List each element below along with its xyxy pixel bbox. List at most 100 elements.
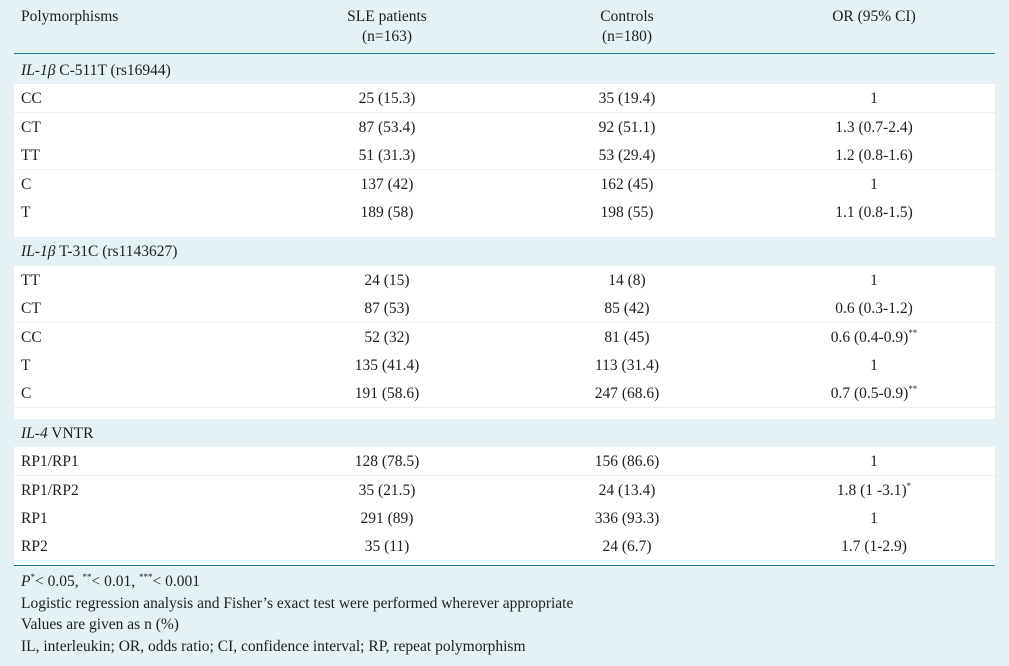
- cell-controls-value: 92 (51.1): [598, 118, 656, 136]
- cell-controls-value: 198 (55): [600, 204, 654, 221]
- cell-controls-value: 35 (19.4): [598, 90, 656, 108]
- table-row: CC 52 (32) 81 (45) 0.6 (0.4-0.9)**: [14, 322, 995, 351]
- gene-name: IL-1β: [21, 62, 56, 79]
- cell-polymorphism-value: RP1: [21, 510, 48, 527]
- section-label: IL-1β C-511T (rs16944): [21, 61, 171, 81]
- header-controls: Controls (n=180): [600, 8, 654, 45]
- cell-sle-patients: 25 (15.3): [282, 89, 492, 109]
- table-row: TT 51 (31.3) 53 (29.4) 1.2 (0.8-1.6): [14, 141, 995, 170]
- cell-sle-patients-value: 35 (11): [364, 538, 410, 556]
- cell-sle-patients-value: 35 (21.5): [358, 481, 416, 499]
- cell-odds-ratio: 1.7 (1-2.9): [784, 537, 964, 557]
- cell-odds-ratio: 1: [784, 271, 964, 291]
- cell-odds-ratio: 1: [784, 175, 964, 195]
- table-row: RP1 291 (89) 336 (93.3) 1: [14, 504, 995, 532]
- cell-odds-ratio-value: 0.6 (0.4-0.9): [830, 328, 909, 346]
- bottom-rule: [14, 565, 995, 566]
- section-spacer: [14, 226, 995, 238]
- cell-controls-value: 336 (93.3): [594, 510, 660, 527]
- cell-polymorphism-value: CC: [21, 328, 42, 346]
- cell-controls: 92 (51.1): [529, 118, 725, 138]
- cell-odds-ratio: 0.6 (0.3-1.2): [784, 299, 964, 319]
- cell-sle-patients-value: 87 (53.4): [358, 118, 416, 136]
- cell-sle-patients: 35 (21.5): [282, 481, 492, 501]
- footnote-abbreviations: IL, interleukin; OR, odds ratio; CI, con…: [21, 637, 526, 655]
- cell-sle-patients: 87 (53.4): [282, 118, 492, 138]
- gene-name: IL-1β: [21, 243, 56, 261]
- cell-polymorphism: CC: [21, 328, 42, 348]
- cell-polymorphism-value: RP2: [21, 538, 48, 556]
- polymorphism-site: VNTR: [47, 424, 94, 442]
- cell-odds-ratio-value: 1.2 (0.8-1.6): [835, 147, 913, 165]
- header-polymorphisms: Polymorphisms: [21, 8, 119, 25]
- cell-sle-patients-value: 51 (31.3): [358, 147, 416, 165]
- cell-sle-patients: 291 (89): [282, 509, 492, 529]
- gene-name: IL-4: [21, 424, 48, 442]
- cell-sle-patients: 191 (58.6): [282, 384, 492, 404]
- cell-sle-patients-value: 128 (78.5): [354, 453, 420, 471]
- cell-odds-ratio-value: 0.7 (0.5-0.9): [830, 385, 909, 403]
- table-row: CT 87 (53) 85 (42) 0.6 (0.3-1.2): [14, 294, 995, 323]
- table-row: RP2 35 (11) 24 (6.7) 1.7 (1-2.9): [14, 532, 995, 561]
- cell-polymorphism: CT: [21, 299, 41, 319]
- table-row: T 189 (58) 198 (55) 1.1 (0.8-1.5): [14, 198, 995, 226]
- cell-sle-patients: 128 (78.5): [282, 452, 492, 472]
- section-label: IL-4 VNTR: [21, 424, 94, 444]
- cell-sle-patients: 137 (42): [282, 175, 492, 195]
- cell-odds-ratio: 1: [784, 452, 964, 472]
- table-row: CC 25 (15.3) 35 (19.4) 1: [14, 84, 995, 113]
- cell-odds-ratio: 1: [784, 89, 964, 109]
- cell-polymorphism-value: TT: [21, 271, 40, 289]
- cell-sle-patients-value: 135 (41.4): [354, 357, 420, 374]
- table-row: C 137 (42) 162 (45) 1: [14, 169, 995, 198]
- cell-polymorphism-value: RP1/RP1: [21, 453, 79, 471]
- cell-controls: 14 (8): [529, 271, 725, 291]
- table-row: RP1/RP1 128 (78.5) 156 (86.6) 1: [14, 447, 995, 476]
- cell-sle-patients-value: 24 (15): [364, 271, 410, 289]
- cell-polymorphism: C: [21, 384, 31, 404]
- cell-sle-patients: 52 (32): [282, 328, 492, 348]
- footnote-significance: P*< 0.05, **< 0.01, ***< 0.001: [21, 572, 200, 591]
- cell-odds-ratio-value: 1: [870, 357, 878, 374]
- cell-odds-ratio-value: 1: [870, 453, 878, 471]
- header-rule: [14, 53, 995, 54]
- cell-controls: 24 (13.4): [529, 481, 725, 501]
- cell-odds-ratio-value: 1: [870, 271, 878, 289]
- cell-odds-ratio-value: 1.7 (1-2.9): [841, 538, 907, 556]
- cell-sle-patients-value: 87 (53): [364, 300, 410, 318]
- cell-sle-patients: 51 (31.3): [282, 146, 492, 166]
- cell-sle-patients-value: 291 (89): [360, 510, 414, 527]
- table-header: Polymorphisms SLE patients (n=163) Contr…: [0, 0, 1009, 53]
- cell-controls: 156 (86.6): [529, 452, 725, 472]
- cell-polymorphism-value: CT: [21, 300, 41, 318]
- cell-polymorphism: TT: [21, 146, 40, 166]
- cell-odds-ratio: 1.2 (0.8-1.6): [784, 146, 964, 166]
- significance-mark: *: [906, 480, 912, 491]
- cell-controls-value: 53 (29.4): [598, 147, 656, 165]
- cell-sle-patients-value: 191 (58.6): [354, 385, 420, 403]
- cell-sle-patients-value: 137 (42): [360, 175, 414, 193]
- header-sle-patients: SLE patients (n=163): [347, 8, 427, 45]
- cell-controls: 162 (45): [529, 175, 725, 195]
- cell-odds-ratio: 1: [784, 509, 964, 529]
- polymorphism-site: C-511T (rs16944): [55, 62, 171, 79]
- cell-sle-patients: 24 (15): [282, 271, 492, 291]
- cell-odds-ratio-value: 1.8 (1 -3.1): [836, 481, 907, 499]
- cell-odds-ratio-value: 1: [870, 175, 878, 193]
- cell-polymorphism: CT: [21, 118, 41, 138]
- section-spacer: [14, 560, 995, 565]
- cell-odds-ratio-value: 1: [870, 510, 878, 527]
- cell-odds-ratio: 0.7 (0.5-0.9)**: [784, 384, 964, 404]
- table-row: TT 24 (15) 14 (8) 1: [14, 265, 995, 294]
- section-header-row: IL-4 VNTR: [14, 419, 995, 447]
- cell-controls: 53 (29.4): [529, 146, 725, 166]
- cell-controls: 85 (42): [529, 299, 725, 319]
- cell-polymorphism-value: CT: [21, 118, 41, 136]
- cell-controls-value: 156 (86.6): [594, 453, 660, 471]
- cell-odds-ratio: 1.3 (0.7-2.4): [784, 118, 964, 138]
- cell-sle-patients: 87 (53): [282, 299, 492, 319]
- cell-controls-value: 81 (45): [604, 328, 650, 346]
- cell-odds-ratio-value: 1: [870, 90, 878, 108]
- cell-odds-ratio: 1.1 (0.8-1.5): [784, 203, 964, 223]
- cell-polymorphism: T: [21, 356, 30, 376]
